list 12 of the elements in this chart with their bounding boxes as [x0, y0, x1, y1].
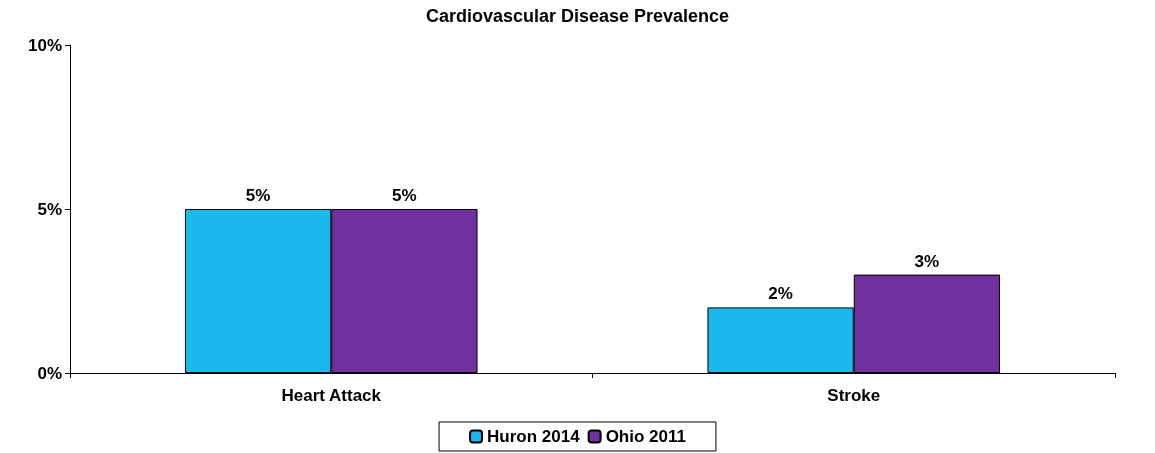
data-label: 3% — [914, 251, 940, 271]
data-label: 5% — [392, 186, 417, 205]
legend-label: Ohio 2011 — [605, 427, 686, 446]
chart-title: Cardiovascular Disease Prevalence — [425, 6, 730, 26]
data-label: 5% — [245, 186, 271, 205]
y-tick-label: 10% — [27, 35, 62, 55]
legend-label: Huron 2014 — [487, 427, 581, 446]
y-tick-label: 0% — [37, 363, 62, 383]
data-label: 2% — [768, 284, 793, 304]
x-tick-label: Heart Attack — [281, 386, 382, 405]
x-tick-label: Stroke — [827, 386, 881, 405]
y-tick-label: 5% — [37, 199, 62, 219]
